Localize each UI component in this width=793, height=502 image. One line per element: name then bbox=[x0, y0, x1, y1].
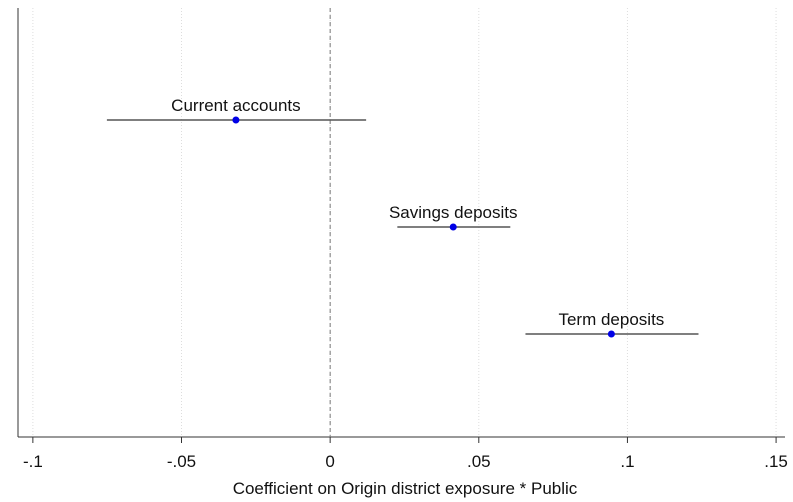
x-tick-label: -.1 bbox=[23, 452, 43, 471]
x-tick-label: 0 bbox=[325, 452, 334, 471]
point-estimate bbox=[232, 116, 240, 124]
x-tick-label: .1 bbox=[620, 452, 634, 471]
x-tick-label: .05 bbox=[467, 452, 491, 471]
point-label: Savings deposits bbox=[389, 203, 518, 222]
x-axis-label: Coefficient on Origin district exposure … bbox=[233, 479, 578, 498]
point-label: Current accounts bbox=[171, 96, 300, 115]
point-estimate bbox=[607, 330, 615, 338]
x-tick-label: -.05 bbox=[167, 452, 196, 471]
point-estimate bbox=[449, 223, 457, 231]
x-tick-label: .15 bbox=[764, 452, 788, 471]
point-label: Term deposits bbox=[558, 310, 664, 329]
